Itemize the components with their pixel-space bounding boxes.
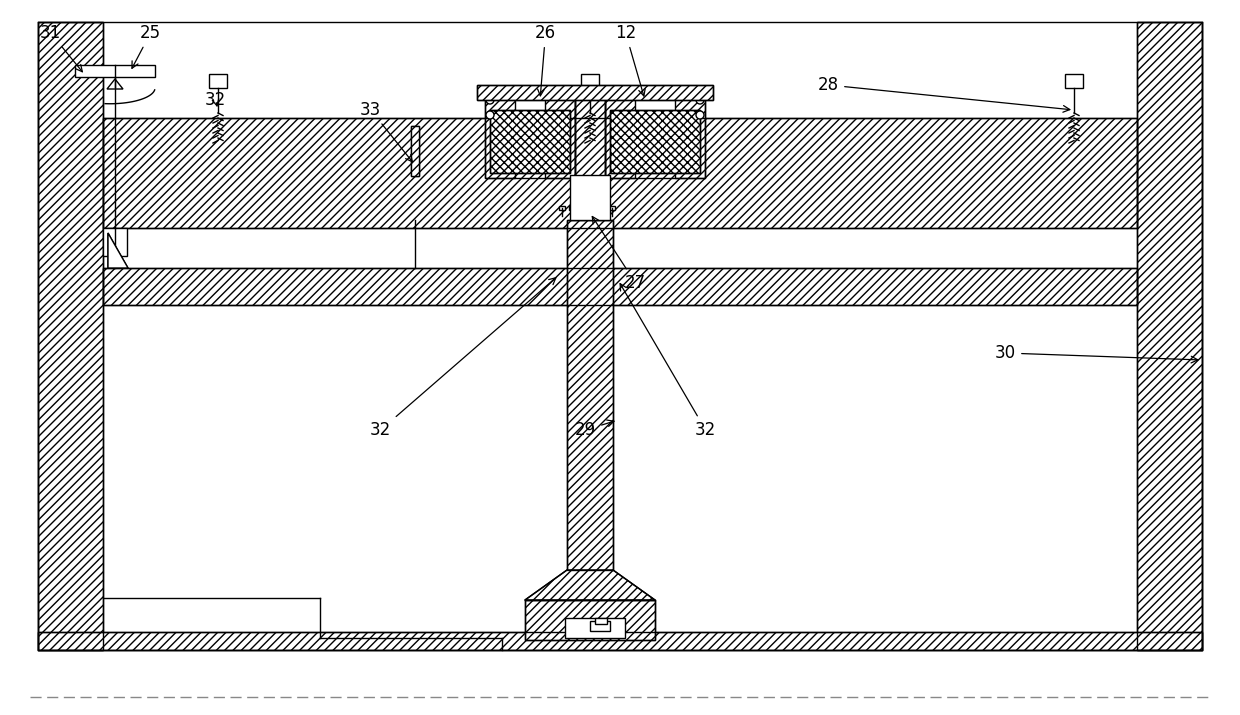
Bar bbox=[582, 74, 599, 88]
Bar bbox=[38, 632, 1202, 650]
Bar bbox=[485, 95, 575, 178]
Bar bbox=[1137, 22, 1202, 650]
Text: 12: 12 bbox=[615, 24, 645, 96]
Text: 27: 27 bbox=[593, 217, 646, 292]
Bar bbox=[589, 206, 595, 210]
Bar bbox=[490, 110, 570, 173]
Text: 31: 31 bbox=[40, 24, 82, 72]
Bar bbox=[567, 220, 613, 570]
Bar bbox=[74, 65, 155, 77]
Circle shape bbox=[486, 111, 494, 119]
Circle shape bbox=[696, 111, 704, 119]
Bar bbox=[565, 618, 625, 638]
Bar bbox=[103, 118, 1137, 228]
Bar bbox=[575, 95, 605, 178]
Text: 26: 26 bbox=[534, 24, 556, 96]
Text: 30: 30 bbox=[994, 344, 1198, 363]
Text: 32: 32 bbox=[620, 284, 717, 439]
Bar bbox=[1137, 22, 1202, 650]
Bar bbox=[569, 206, 575, 210]
Bar bbox=[485, 95, 515, 178]
Text: 32: 32 bbox=[205, 91, 226, 109]
Polygon shape bbox=[525, 570, 655, 600]
Bar bbox=[546, 95, 575, 178]
Bar bbox=[595, 618, 608, 624]
Bar bbox=[559, 206, 565, 210]
Text: 33: 33 bbox=[360, 101, 413, 162]
Bar bbox=[590, 621, 610, 631]
Text: 32: 32 bbox=[370, 277, 556, 439]
Text: 28: 28 bbox=[818, 76, 1070, 112]
Bar bbox=[570, 175, 610, 220]
Bar bbox=[675, 95, 706, 178]
Bar bbox=[103, 268, 1137, 305]
Bar bbox=[599, 206, 605, 210]
Circle shape bbox=[696, 96, 704, 104]
Bar bbox=[103, 228, 126, 256]
Text: 29: 29 bbox=[575, 420, 614, 439]
Bar bbox=[410, 126, 419, 176]
Bar bbox=[103, 118, 1137, 228]
Bar bbox=[605, 95, 635, 178]
Bar bbox=[610, 110, 701, 173]
Bar bbox=[525, 600, 655, 640]
Bar bbox=[609, 206, 615, 210]
Bar bbox=[575, 95, 605, 178]
Text: 25: 25 bbox=[131, 24, 161, 69]
Bar bbox=[605, 95, 706, 178]
Bar bbox=[1065, 74, 1083, 88]
Bar bbox=[567, 220, 613, 570]
Bar bbox=[579, 206, 585, 210]
Bar bbox=[38, 22, 103, 650]
Bar bbox=[38, 22, 103, 650]
Bar bbox=[477, 85, 713, 100]
Bar bbox=[410, 126, 419, 176]
Bar bbox=[103, 268, 1137, 305]
Polygon shape bbox=[108, 233, 128, 268]
Bar bbox=[490, 110, 570, 173]
Bar bbox=[610, 110, 701, 173]
Bar bbox=[38, 632, 1202, 650]
Bar bbox=[525, 600, 655, 640]
Circle shape bbox=[486, 96, 494, 104]
Bar bbox=[477, 85, 713, 100]
Bar bbox=[210, 74, 227, 88]
